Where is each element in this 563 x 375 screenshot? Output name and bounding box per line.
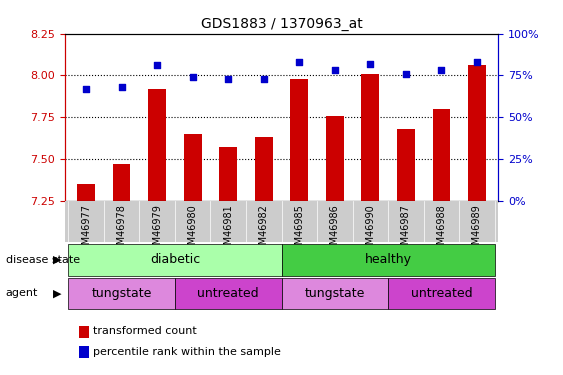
- Bar: [148, 89, 166, 201]
- Point: [259, 76, 268, 82]
- Text: diabetic: diabetic: [150, 253, 200, 266]
- Bar: [113, 164, 131, 201]
- Text: GSM46987: GSM46987: [401, 204, 411, 257]
- Point: [117, 84, 126, 90]
- Text: untreated: untreated: [198, 287, 259, 300]
- Bar: [388, 278, 495, 309]
- Bar: [77, 184, 95, 201]
- Bar: [282, 278, 388, 309]
- Text: untreated: untreated: [410, 287, 472, 300]
- Text: GSM46985: GSM46985: [294, 204, 304, 257]
- Text: agent: agent: [6, 288, 38, 298]
- Point: [153, 63, 162, 69]
- Text: tungstate: tungstate: [305, 287, 365, 300]
- Bar: [397, 129, 415, 201]
- Point: [401, 71, 410, 77]
- Bar: [432, 109, 450, 201]
- Bar: [326, 116, 343, 201]
- Bar: [468, 66, 486, 201]
- Point: [366, 61, 375, 67]
- Text: GSM46986: GSM46986: [330, 204, 340, 257]
- Point: [330, 68, 339, 74]
- Text: GSM46988: GSM46988: [436, 204, 446, 257]
- Text: transformed count: transformed count: [93, 327, 196, 336]
- Text: GSM46978: GSM46978: [117, 204, 127, 257]
- Bar: [68, 278, 175, 309]
- Text: percentile rank within the sample: percentile rank within the sample: [93, 347, 281, 357]
- Bar: [220, 147, 237, 201]
- Point: [82, 86, 91, 92]
- Point: [472, 59, 481, 65]
- Text: GSM46982: GSM46982: [259, 204, 269, 257]
- Text: GSM46979: GSM46979: [152, 204, 162, 257]
- Text: tungstate: tungstate: [91, 287, 152, 300]
- Text: GSM46989: GSM46989: [472, 204, 482, 257]
- Point: [188, 74, 197, 80]
- Text: GSM46977: GSM46977: [81, 204, 91, 257]
- Point: [295, 59, 304, 65]
- Bar: [361, 74, 379, 201]
- Bar: [255, 137, 272, 201]
- Point: [437, 68, 446, 74]
- Text: GSM46980: GSM46980: [187, 204, 198, 257]
- Point: [224, 76, 233, 82]
- Text: GSM46990: GSM46990: [365, 204, 376, 257]
- Bar: [68, 244, 282, 276]
- Text: healthy: healthy: [365, 253, 412, 266]
- Bar: [175, 278, 282, 309]
- Text: ▶: ▶: [53, 288, 61, 298]
- Text: ▶: ▶: [53, 255, 61, 265]
- Bar: [184, 134, 202, 201]
- Bar: [282, 244, 495, 276]
- Bar: [291, 79, 308, 201]
- Text: disease state: disease state: [6, 255, 80, 265]
- Title: GDS1883 / 1370963_at: GDS1883 / 1370963_at: [200, 17, 363, 32]
- Text: GSM46981: GSM46981: [223, 204, 233, 257]
